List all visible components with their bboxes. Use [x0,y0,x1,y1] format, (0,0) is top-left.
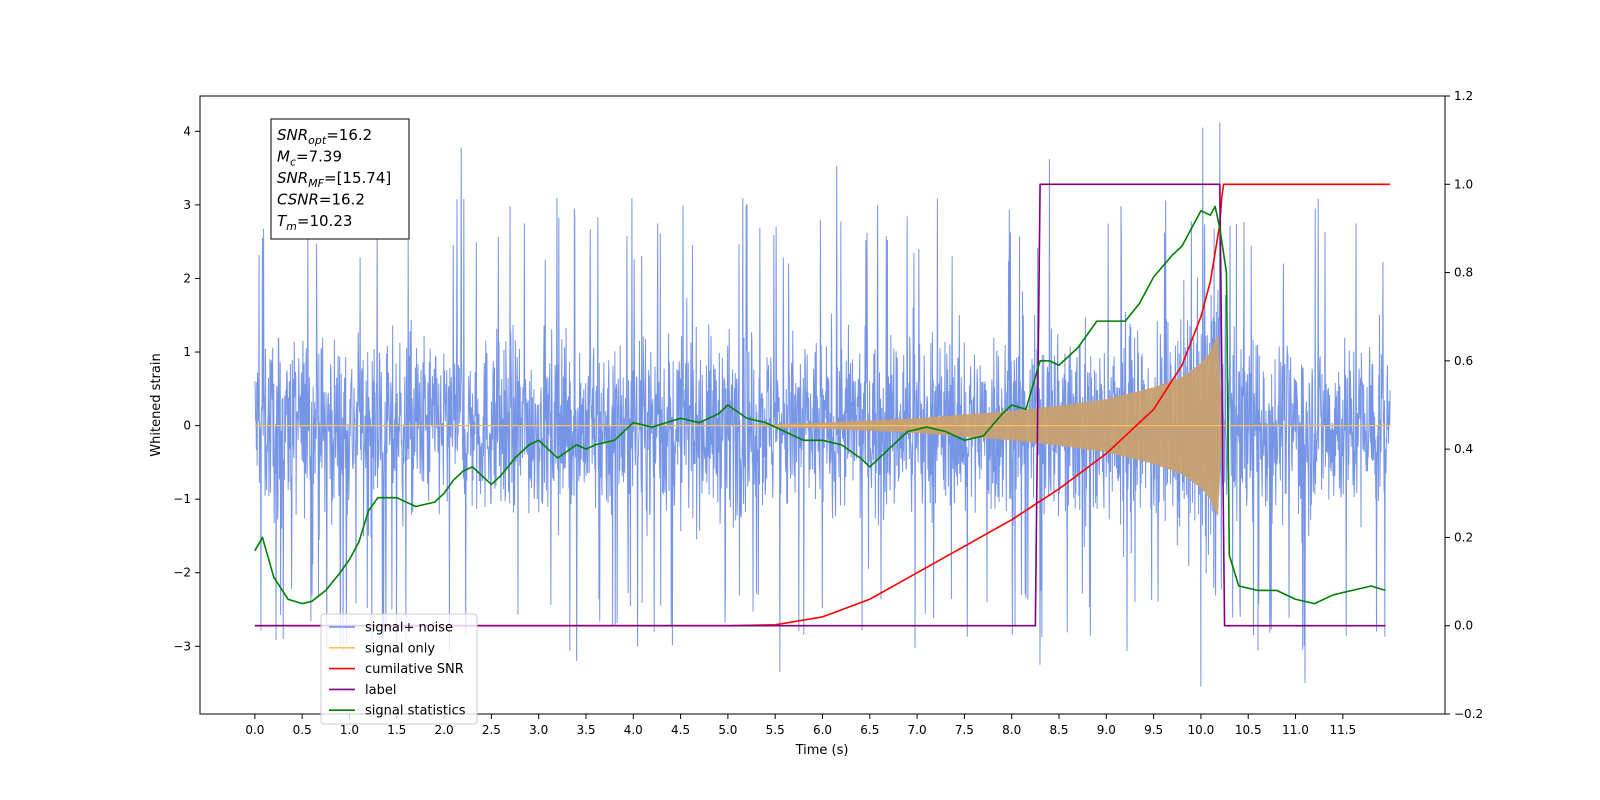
x-tick-label: 7.0 [908,723,927,737]
series-signal-only [254,333,1391,518]
x-tick-label: 4.0 [624,723,643,737]
legend: signal+ noise signal only cumilative SNR la… [320,613,478,725]
y-axis-left: −3 −2 −1 0 1 2 3 4 [173,124,200,653]
x-tick-label: 7.5 [955,723,974,737]
series-signal-noise [254,122,1391,687]
x-tick-label: 4.5 [671,723,690,737]
y2-tick-label: 0.6 [1454,354,1473,368]
x-tick-label: 9.5 [1144,723,1163,737]
y-axis-right: −0.2 0.0 0.2 0.4 0.6 0.8 1.0 1.2 [1445,89,1483,721]
x-tick-label: 10.0 [1188,723,1215,737]
x-tick-label: 6.5 [860,723,879,737]
x-tick-label: 1.0 [340,723,359,737]
y-tick-label: 4 [183,124,191,138]
x-tick-label: 0.0 [245,723,264,737]
y2-tick-label: 0.4 [1454,442,1473,456]
x-tick-label: 9.0 [1097,723,1116,737]
legend-label: signal only [365,641,435,656]
legend-label: cumilative SNR [365,662,464,677]
x-tick-label: 3.0 [529,723,548,737]
y-tick-label: −3 [173,639,191,653]
x-tick-label: 1.5 [387,723,406,737]
y-tick-label: 0 [183,419,191,433]
series-layer [254,122,1391,687]
y2-tick-label: 0.0 [1454,619,1473,633]
series-label [254,183,1386,627]
y2-tick-label: 1.0 [1454,177,1473,191]
x-tick-label: 8.0 [1002,723,1021,737]
x-tick-label: 0.5 [293,723,312,737]
annotation-line: Tm=10.23 [277,212,352,233]
legend-label: signal+ noise [365,621,453,636]
y-tick-label: 1 [183,345,191,359]
x-axis-label: Time (s) [795,743,849,758]
x-tick-label: 11.5 [1329,723,1356,737]
y-tick-label: 2 [183,271,191,285]
y2-tick-label: 0.8 [1454,266,1473,280]
annotation-line: CSNR=16.2 [277,191,365,209]
annotation-line: SNRMF=[15.74] [277,169,391,190]
annotation-line: Mc=7.39 [277,148,342,169]
y2-tick-label: 0.2 [1454,530,1473,544]
x-tick-label: 8.5 [1049,723,1068,737]
series-signal-statistics [254,205,1386,605]
y-axis-label: Whitened strain [149,353,164,456]
y-tick-label: −2 [173,566,191,580]
legend-label: signal statistics [365,704,466,719]
legend-label: label [365,683,396,698]
x-tick-label: 3.5 [576,723,595,737]
y-tick-label: −1 [173,492,191,506]
y2-tick-label: −0.2 [1454,707,1483,721]
x-axis: 0.0 0.5 1.0 1.5 2.0 2.5 3.0 3.5 4.0 4.5 5.0 5.5 6.0 6… [245,714,1356,737]
y2-tick-label: 1.2 [1454,89,1473,103]
y-tick-label: 3 [183,198,191,212]
x-tick-label: 5.0 [718,723,737,737]
x-tick-label: 5.5 [766,723,785,737]
x-tick-label: 6.0 [813,723,832,737]
x-tick-label: 11.0 [1282,723,1309,737]
x-tick-label: 2.5 [482,723,501,737]
x-tick-label: 2.0 [435,723,454,737]
annotation-line: SNRopt=16.2 [277,126,372,147]
x-tick-label: 10.5 [1235,723,1262,737]
annotation-box: SNRopt=16.2Mc=7.39SNRMF=[15.74]CSNR=16.2… [270,118,410,240]
